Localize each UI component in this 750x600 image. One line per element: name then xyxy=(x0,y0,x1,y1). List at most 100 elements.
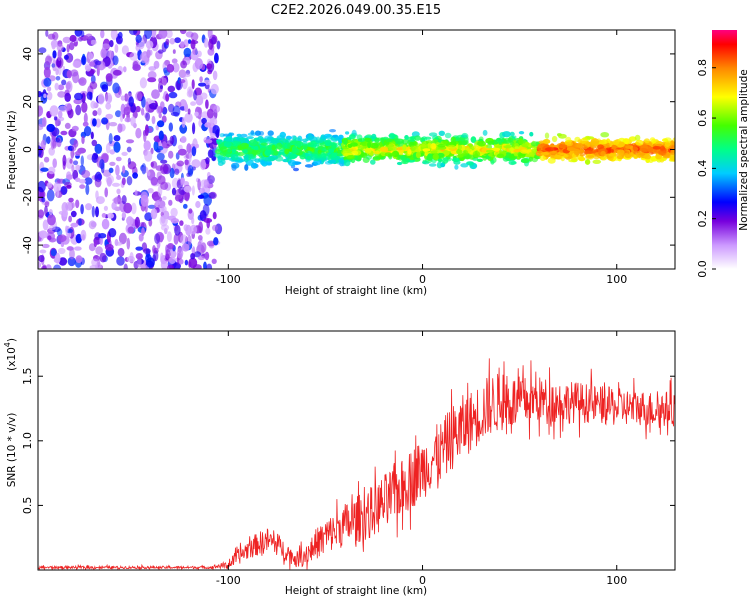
heatmap-noise-cell xyxy=(80,30,85,38)
heatmap-noise-cell xyxy=(38,261,42,269)
colorbar-ticks: 0.0 0.2 0.4 0.6 0.8 xyxy=(696,59,716,278)
heatmap-band-cell xyxy=(635,139,644,146)
heatmap-noise-cell xyxy=(85,65,92,72)
heatmap-noise-cell xyxy=(79,184,86,189)
heatmap-band-cell xyxy=(370,159,376,165)
heatmap-noise-cell xyxy=(119,111,124,123)
heatmap-band-cell xyxy=(273,150,279,156)
heatmap-noise-cell xyxy=(187,108,191,115)
heatmap-noise-cell xyxy=(70,210,77,218)
heatmap-band-cell xyxy=(227,148,232,153)
heatmap-noise-cell xyxy=(131,202,137,215)
heatmap-band-cell xyxy=(490,159,495,165)
heatmap-noise-cell xyxy=(178,79,186,84)
heatmap-noise-cell xyxy=(110,30,118,40)
heatmap-noise-cell xyxy=(160,252,164,261)
heatmap-noise-cell xyxy=(115,241,123,246)
heatmap-noise-cell xyxy=(121,195,127,205)
heatmap-band-cell xyxy=(477,140,486,147)
heatmap-noise-cell xyxy=(151,115,156,125)
heatmap-noise-cell xyxy=(185,224,192,236)
heatmap-band-cell xyxy=(535,150,544,157)
heatmap-noise-cell xyxy=(193,251,202,258)
heatmap-noise-cell xyxy=(121,212,127,219)
heatmap-band-cell xyxy=(353,150,362,156)
heatmap-noise-cell xyxy=(42,117,47,127)
heatmap-band-cell xyxy=(266,162,273,166)
heatmap-noise-cell xyxy=(101,213,107,218)
heatmap-band-cell xyxy=(509,131,515,137)
heatmap-noise-cell xyxy=(197,241,202,250)
heatmap-noise-cell xyxy=(57,49,62,58)
heatmap-noise-cell xyxy=(121,177,126,186)
spectrogram-x-ticks: -100 0 100 xyxy=(216,30,627,286)
heatmap-noise-cell xyxy=(98,233,107,239)
heatmap-noise-cell xyxy=(135,44,141,52)
heatmap-noise-cell xyxy=(143,140,151,151)
heatmap-band-cell xyxy=(306,155,312,160)
heatmap-noise-cell xyxy=(139,51,149,64)
heatmap-noise-cell xyxy=(158,130,164,141)
heatmap-band-cell xyxy=(670,149,675,155)
heatmap-noise-cell xyxy=(145,101,149,112)
heatmap-noise-cell xyxy=(91,205,95,218)
heatmap-noise-cell xyxy=(187,86,194,95)
heatmap-noise-cell xyxy=(107,212,114,219)
heatmap-band-cell xyxy=(454,164,459,170)
heatmap-band-cell xyxy=(323,133,332,138)
spectrogram-x-label: Height of straight line (km) xyxy=(285,285,427,297)
heatmap-noise-cell xyxy=(212,70,218,81)
heatmap-noise-cell xyxy=(157,146,164,151)
heatmap-noise-cell xyxy=(212,224,218,231)
heatmap-noise-cell xyxy=(162,141,167,149)
heatmap-noise-cell xyxy=(168,199,173,206)
heatmap-band-cell xyxy=(260,160,266,165)
heatmap-band-cell xyxy=(528,155,533,162)
heatmap-noise-cell xyxy=(174,168,180,175)
heatmap-noise-cell xyxy=(123,106,131,116)
heatmap-noise-cell xyxy=(108,122,118,127)
heatmap-noise-cell xyxy=(180,136,187,143)
heatmap-noise-cell xyxy=(80,229,87,241)
heatmap-band-cell xyxy=(432,153,439,160)
heatmap-noise-cell xyxy=(55,56,64,69)
heatmap-noise-cell xyxy=(180,234,188,245)
heatmap-noise-cell xyxy=(158,49,164,54)
heatmap-noise-cell xyxy=(158,112,162,119)
heatmap-noise-cell xyxy=(173,233,179,245)
heatmap-noise-cell xyxy=(115,156,122,162)
heatmap-band-cell xyxy=(544,147,552,151)
heatmap-noise-cell xyxy=(50,249,57,257)
heatmap-noise-cell xyxy=(161,205,167,213)
heatmap-noise-cell xyxy=(132,64,141,71)
heatmap-noise-cell xyxy=(80,55,87,66)
heatmap-noise-cell xyxy=(114,44,119,53)
heatmap-noise-cell xyxy=(116,188,121,195)
heatmap-band-cell xyxy=(364,135,373,139)
colorbar-tick-label: 0.2 xyxy=(696,210,709,228)
snr-multiplier-close: ) xyxy=(6,338,18,342)
heatmap-band-cell xyxy=(259,139,268,143)
heatmap-band-cell xyxy=(253,145,259,152)
heatmap-band-cell xyxy=(276,142,283,150)
heatmap-noise-cell xyxy=(135,34,142,43)
heatmap-noise-cell xyxy=(147,204,156,209)
heatmap-noise-cell xyxy=(97,173,103,181)
heatmap-noise-cell xyxy=(46,123,55,133)
heatmap-band-cell xyxy=(643,154,652,160)
heatmap-noise-cell xyxy=(151,89,160,99)
heatmap-noise-cell xyxy=(177,144,183,150)
heatmap-noise-cell xyxy=(211,258,217,264)
heatmap-noise-cell xyxy=(69,34,77,43)
heatmap-band-cell xyxy=(343,159,351,167)
heatmap-band-cell xyxy=(363,137,372,142)
heatmap-noise-cell xyxy=(160,101,165,109)
figure-title: C2E2.2026.049.00.35.E15 xyxy=(271,3,441,18)
heatmap-noise-cell xyxy=(190,101,197,106)
heatmap-noise-cell xyxy=(125,139,135,144)
heatmap-band-cell xyxy=(476,158,483,162)
heatmap-band-cell xyxy=(513,149,522,153)
heatmap-noise-cell xyxy=(176,247,184,259)
heatmap-noise-cell xyxy=(147,71,157,80)
heatmap-band-cell xyxy=(670,144,675,150)
